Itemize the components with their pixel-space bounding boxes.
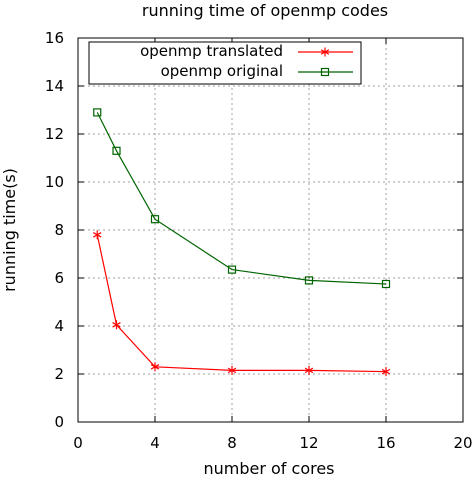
series-original (93, 108, 391, 289)
x-ticks: 0 4 8 12 16 20 (73, 38, 473, 452)
data-point-marker (320, 47, 330, 57)
grid (78, 38, 463, 422)
plot-frame (77, 37, 464, 423)
y-axis-title: running time(s) (0, 168, 19, 292)
series-layer (93, 108, 391, 377)
x-tick-label: 12 (299, 434, 318, 452)
data-point-marker (150, 215, 160, 224)
legend-sample-original (298, 67, 353, 77)
y-tick-label: 2 (54, 365, 64, 383)
y-tick-label: 8 (54, 221, 64, 239)
x-tick-label: 16 (376, 434, 395, 452)
series-line (96, 234, 387, 373)
legend-sample-translated (298, 47, 353, 57)
y-tick-label: 0 (54, 413, 64, 431)
data-point-marker (112, 146, 121, 155)
data-point-marker (381, 279, 391, 289)
series-translated (93, 230, 391, 377)
y-tick-label: 4 (54, 317, 64, 335)
data-point-marker (112, 320, 121, 330)
legend-box (88, 41, 362, 85)
x-tick-label: 0 (73, 434, 83, 452)
legend: openmp translated openmp original (88, 41, 362, 85)
y-tick-label: 14 (45, 77, 64, 95)
series-line (96, 112, 387, 285)
x-tick-label: 8 (227, 434, 237, 452)
data-point-marker (227, 265, 237, 274)
y-ticks: 0 2 4 6 8 10 12 14 16 (45, 29, 463, 431)
data-point-marker (227, 365, 237, 375)
data-point-marker (150, 362, 160, 372)
chart-title: running time of openmp codes (142, 1, 388, 20)
data-point-marker (320, 67, 330, 77)
data-point-marker (304, 276, 314, 285)
legend-label-original: openmp original (161, 62, 283, 80)
data-point-marker (304, 365, 314, 375)
data-point-marker (381, 367, 391, 377)
y-tick-label: 16 (45, 29, 64, 47)
x-axis-title: number of cores (203, 459, 334, 478)
y-tick-label: 12 (45, 125, 64, 143)
x-tick-label: 20 (453, 434, 472, 452)
data-point-marker (93, 108, 102, 117)
y-tick-label: 6 (54, 269, 64, 287)
y-tick-label: 10 (45, 173, 64, 191)
x-tick-label: 4 (150, 434, 160, 452)
legend-label-translated: openmp translated (140, 42, 283, 60)
data-point-marker (93, 230, 102, 240)
